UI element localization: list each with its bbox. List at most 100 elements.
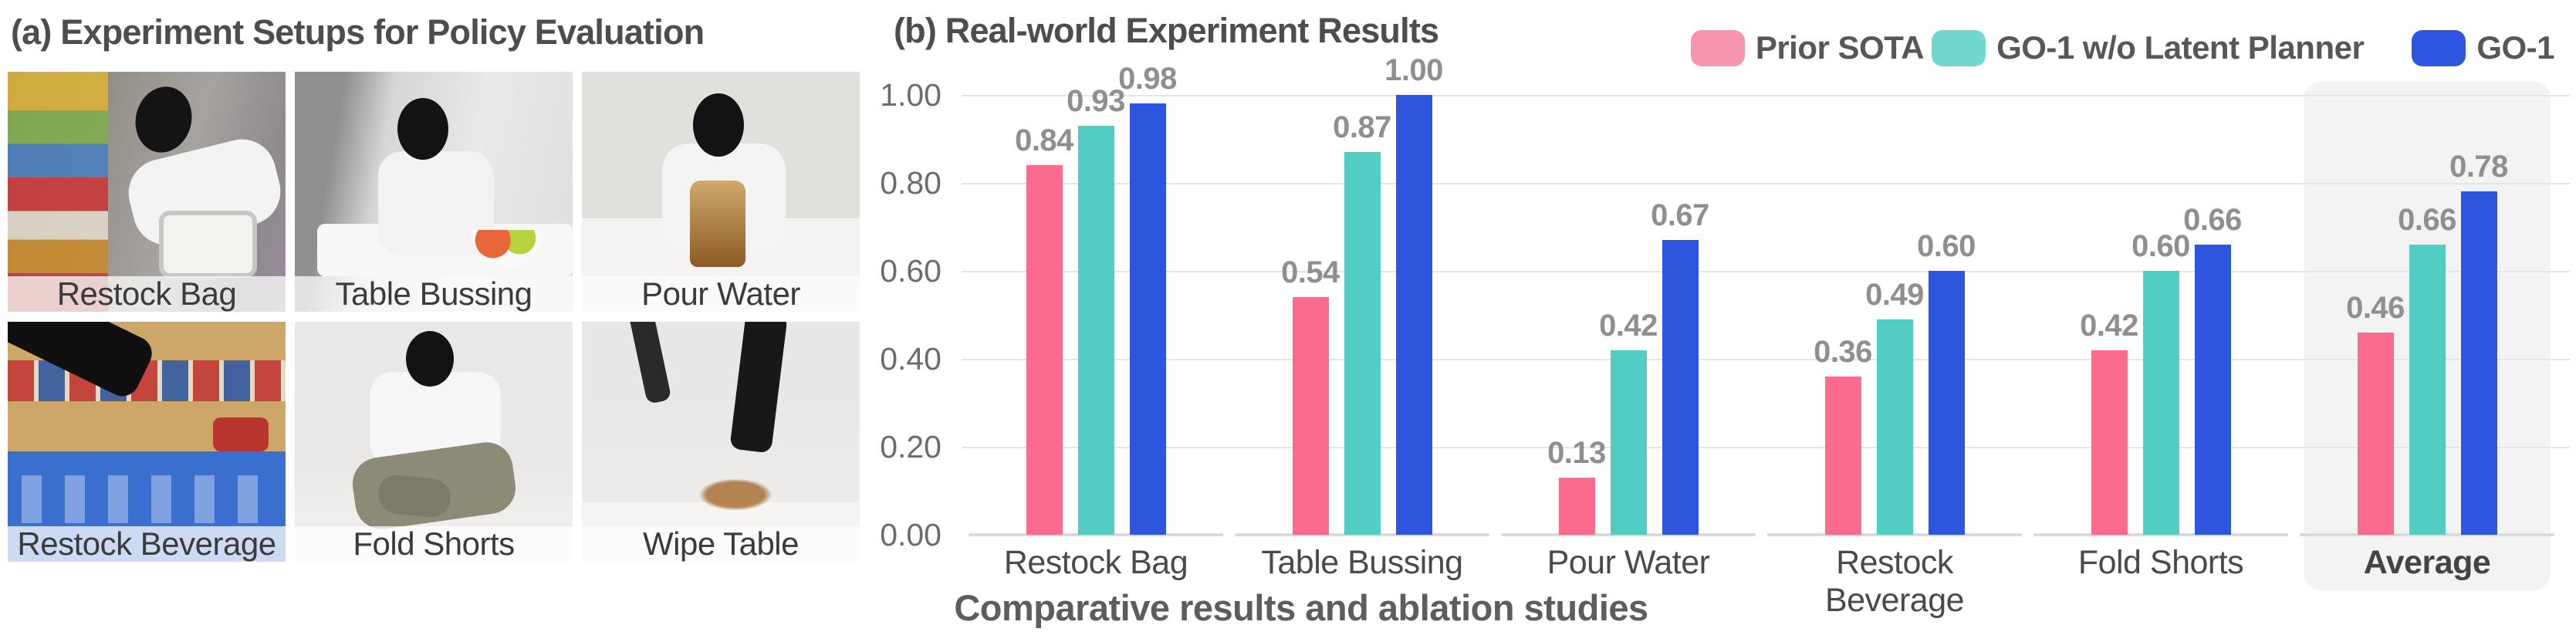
bar-value-label: 0.36 — [1814, 335, 1872, 369]
robot-head-art — [397, 98, 449, 160]
bar-prior-sota: 0.84 — [1015, 123, 1073, 535]
legend-item-go1: GO-1 — [2412, 29, 2554, 66]
bar-value-label: 0.60 — [1917, 229, 1976, 263]
bar-go-1: 1.00 — [1384, 53, 1443, 535]
red-can-art — [213, 417, 269, 451]
bar-value-label: 0.13 — [1547, 436, 1606, 470]
category-label: Restock Bag — [1003, 544, 1188, 581]
y-tick-label: 0.40 — [880, 341, 941, 377]
legend-swatch-blue — [2412, 29, 2466, 66]
bar-go-1: 0.98 — [1118, 62, 1177, 535]
category-label: Fold Shorts — [2077, 544, 2244, 581]
bar-go-1-w-o-latent-planner: 0.93 — [1067, 84, 1125, 535]
legend-label: GO-1 w/o Latent Planner — [1996, 29, 2365, 66]
bar-go-1: 0.67 — [1651, 198, 1709, 535]
y-tick-label: 1.00 — [880, 77, 941, 113]
bar-go-1-w-o-latent-planner: 0.49 — [1865, 278, 1924, 535]
photo-pour-water: Pour Water — [582, 72, 860, 312]
baseline-segment — [969, 533, 1223, 536]
bar-go-1: 0.60 — [1917, 229, 1976, 535]
bar-go-1: 0.78 — [2449, 150, 2508, 535]
bar-group: 0.42 0.60 0.66 — [2030, 95, 2292, 535]
baseline-segment — [1767, 533, 2022, 536]
bar-group: 0.84 0.93 0.98 — [965, 62, 1227, 535]
bar-value-label: 0.46 — [2346, 291, 2405, 325]
bar-value-label: 0.49 — [1865, 278, 1924, 312]
bar-go-1: 0.66 — [2183, 203, 2242, 535]
bar-value-label: 0.42 — [1599, 309, 1658, 343]
photo-label: Wipe Table — [582, 525, 860, 562]
baseline-segment — [2300, 533, 2554, 536]
bar-go-1-w-o-latent-planner: 0.87 — [1333, 110, 1391, 535]
photo-label: Table Bussing — [295, 275, 573, 312]
water-jug-art — [690, 181, 746, 267]
photo-label: Restock Bag — [8, 275, 286, 312]
baseline-segment — [1235, 533, 1489, 536]
bar-value-label: 0.98 — [1118, 62, 1177, 96]
bar-value-label: 0.60 — [2131, 229, 2190, 263]
category-label: Average — [2363, 544, 2491, 581]
y-tick-label: 0.60 — [880, 253, 941, 289]
bar-value-label: 0.42 — [2080, 309, 2138, 343]
panel-a-title: (a) Experiment Setups for Policy Evaluat… — [11, 12, 705, 52]
panel-b-title: (b) Real-world Experiment Results — [894, 11, 1439, 50]
snack-shelf-art — [8, 72, 108, 312]
bar-value-label: 1.00 — [1384, 53, 1443, 87]
legend-item-prior-sota: Prior SOTA — [1690, 29, 1925, 66]
y-tick-label: 0.80 — [880, 165, 941, 201]
photo-label: Restock Beverage — [8, 525, 286, 562]
category-label: Pour Water — [1547, 544, 1710, 581]
bar-go-1-w-o-latent-planner: 0.42 — [1599, 309, 1658, 535]
bar-value-label: 0.54 — [1281, 255, 1340, 289]
gridline — [962, 183, 2570, 184]
cart-box-art — [163, 215, 252, 273]
bar-value-label: 0.87 — [1333, 110, 1391, 144]
bar-prior-sota: 0.36 — [1814, 335, 1872, 535]
figure-caption: Comparative results and ablation studies — [954, 587, 1648, 628]
gridline — [962, 359, 2570, 360]
bar-prior-sota: 0.13 — [1547, 436, 1606, 535]
bar-prior-sota: 0.46 — [2346, 291, 2405, 535]
bar-value-label: 0.66 — [2183, 203, 2242, 237]
baseline-segment — [2033, 533, 2288, 536]
bar-value-label: 0.93 — [1067, 84, 1125, 118]
gridline — [962, 95, 2570, 96]
bar-group: 0.46 0.66 0.78 — [2296, 95, 2558, 535]
photo-fold-shorts: Fold Shorts — [295, 322, 573, 562]
bar-go-1-w-o-latent-planner: 0.60 — [2131, 229, 2190, 535]
photo-restock-beverage: Restock Beverage — [8, 322, 286, 562]
photo-restock-bag: Restock Bag — [8, 72, 286, 312]
bar-group: 0.13 0.42 0.67 — [1497, 95, 1760, 535]
bar-value-label: 0.66 — [2398, 203, 2456, 237]
legend-swatch-pink — [1690, 29, 1745, 66]
bar-group: 0.36 0.49 0.60 — [1763, 95, 2026, 535]
category-label: Restock Beverage — [1824, 544, 1965, 619]
robot-head-art — [406, 331, 454, 387]
gridline — [962, 447, 2570, 448]
bar-value-label: 0.78 — [2449, 150, 2508, 184]
y-tick-label: 0.20 — [880, 429, 941, 465]
legend-item-go1-wo-latent-planner: GO-1 w/o Latent Planner — [1932, 29, 2365, 66]
bar-group: 0.54 0.87 1.00 — [1231, 53, 1493, 535]
baseline-segment — [1501, 533, 1756, 536]
legend-label: Prior SOTA — [1755, 29, 1925, 66]
bar-value-label: 0.67 — [1651, 198, 1709, 232]
category-label: Table Bussing — [1261, 544, 1463, 581]
robot-head-art — [693, 93, 744, 157]
bar-go-1-w-o-latent-planner: 0.66 — [2398, 203, 2456, 535]
chart-legend: Prior SOTA GO-1 w/o Latent Planner GO-1 — [1690, 29, 2554, 66]
photo-wipe-table: Wipe Table — [582, 322, 860, 562]
photo-table-bussing: Table Bussing — [295, 72, 573, 312]
plot-area: 0.84 0.93 0.98 Restock Bag 0.54 0.87 1.00 Table… — [962, 53, 2570, 619]
photo-label: Pour Water — [582, 275, 860, 312]
crate-bottles-art — [22, 475, 272, 523]
gridline — [962, 271, 2570, 272]
stain-art — [698, 478, 773, 511]
legend-label: GO-1 — [2476, 29, 2554, 66]
y-tick-label: 0.00 — [880, 517, 941, 552]
legend-swatch-teal — [1932, 29, 1986, 66]
photo-label: Fold Shorts — [295, 525, 573, 562]
bar-prior-sota: 0.54 — [1281, 255, 1340, 535]
